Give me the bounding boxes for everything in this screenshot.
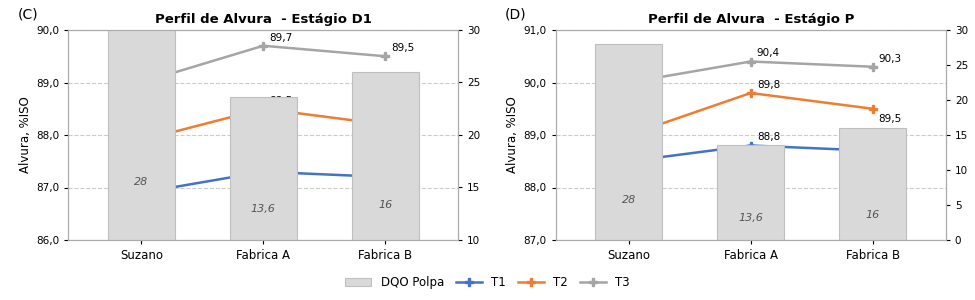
Text: (D): (D) <box>505 8 526 22</box>
Text: 89,0: 89,0 <box>108 69 132 79</box>
Text: (C): (C) <box>18 8 38 22</box>
Bar <box>108 0 175 240</box>
Bar <box>718 145 784 240</box>
Text: 87,9: 87,9 <box>108 127 132 137</box>
Text: 89,0: 89,0 <box>596 122 619 132</box>
Text: 89,5: 89,5 <box>878 114 902 124</box>
Bar <box>230 97 296 240</box>
Text: 87,3: 87,3 <box>269 159 292 169</box>
Text: 87,2: 87,2 <box>391 164 414 174</box>
Text: 88,5: 88,5 <box>596 166 619 176</box>
Bar <box>596 44 662 240</box>
Text: 28: 28 <box>135 177 148 187</box>
Text: 89,8: 89,8 <box>757 80 780 90</box>
Text: 88,8: 88,8 <box>757 132 780 142</box>
Text: 90,3: 90,3 <box>878 54 902 64</box>
Y-axis label: Alvura, %ISO: Alvura, %ISO <box>19 97 32 173</box>
Text: 88,7: 88,7 <box>878 138 902 148</box>
Legend: DQO Polpa, T1, T2, T3: DQO Polpa, T1, T2, T3 <box>340 272 635 294</box>
Text: 86,9: 86,9 <box>108 198 132 208</box>
Text: 90,0: 90,0 <box>596 69 619 79</box>
Bar <box>839 128 906 240</box>
Text: 88,2: 88,2 <box>391 130 414 140</box>
Bar <box>352 72 418 240</box>
Text: 89,7: 89,7 <box>269 33 292 43</box>
Text: 16: 16 <box>866 210 879 220</box>
Title: Perfil de Alvura  - Estágio P: Perfil de Alvura - Estágio P <box>647 13 854 26</box>
Text: 13,6: 13,6 <box>738 213 763 223</box>
Title: Perfil de Alvura  - Estágio D1: Perfil de Alvura - Estágio D1 <box>155 13 371 26</box>
Text: 90,4: 90,4 <box>757 48 780 58</box>
Text: 13,6: 13,6 <box>251 204 276 214</box>
Text: 89,5: 89,5 <box>391 43 414 53</box>
Text: 16: 16 <box>378 200 392 210</box>
Text: 88,5: 88,5 <box>269 96 292 106</box>
Text: 28: 28 <box>622 195 636 205</box>
Y-axis label: Alvura, %ISO: Alvura, %ISO <box>506 97 520 173</box>
